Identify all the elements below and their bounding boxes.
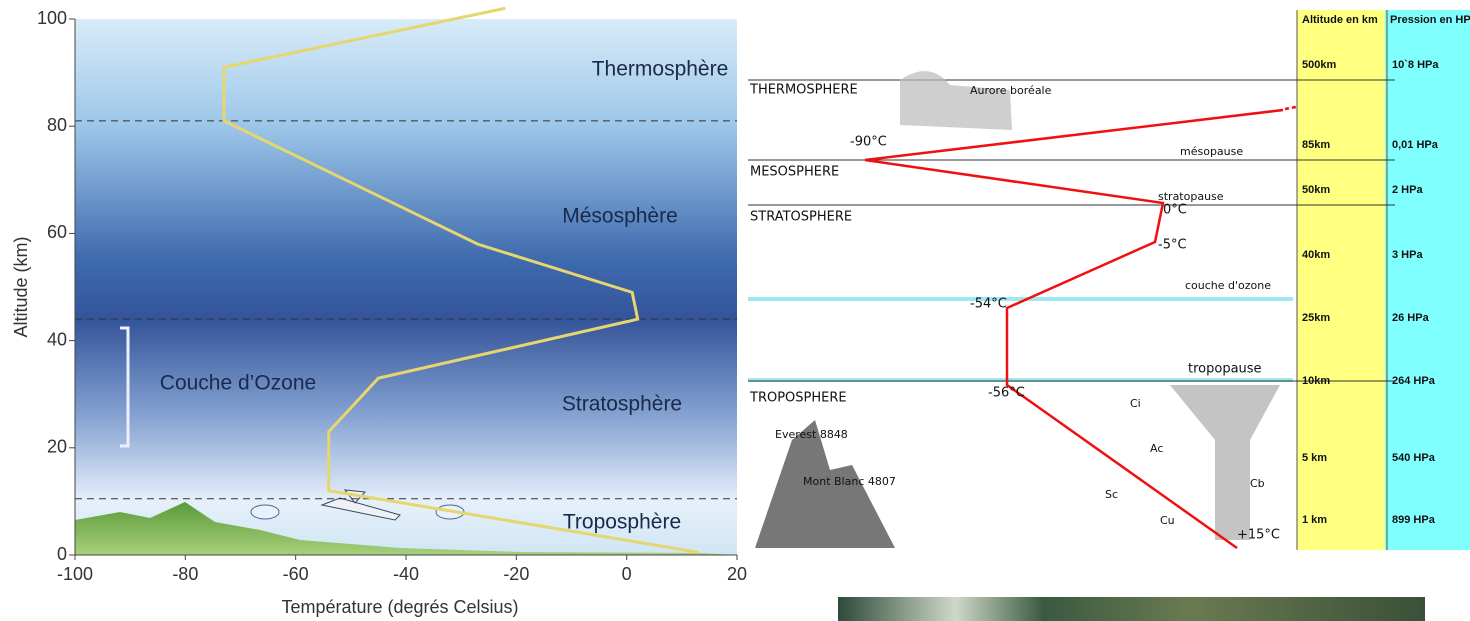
x-axis-label: Température (degrés Celsius) <box>281 597 518 617</box>
atmosphere-diagram: Altitude en km Pression en HPa 500km 10`8… <box>748 10 1470 550</box>
altitude-cell: 5 km <box>1302 452 1327 464</box>
temperature-label: -5°C <box>1158 238 1187 253</box>
y-tick-label: 80 <box>47 115 67 135</box>
label: Cu <box>1160 514 1175 527</box>
pressure-column <box>1385 10 1470 550</box>
x-tick-label: -100 <box>57 564 93 584</box>
x-tick-label: 0 <box>622 564 632 584</box>
altitude-cell: 85km <box>1302 139 1330 151</box>
temperature-profile-tail <box>1285 107 1296 109</box>
label: Mont Blanc 4807 <box>803 475 896 488</box>
altitude-column <box>1297 10 1385 550</box>
layer-annotation: Couche d’Ozone <box>160 372 316 395</box>
temperature-label: -90°C <box>850 135 887 150</box>
pressure-cell: 540 HPa <box>1392 452 1436 464</box>
layer-annotation: Stratosphère <box>562 393 682 416</box>
label: Ci <box>1130 397 1141 410</box>
x-tick-label: -20 <box>503 564 529 584</box>
y-tick-label: 0 <box>57 544 67 564</box>
label: Sc <box>1105 488 1118 501</box>
pressure-cell: 264 HPa <box>1392 375 1436 387</box>
altitude-cell: 10km <box>1302 375 1330 387</box>
layer-label: MESOSPHERE <box>750 165 839 180</box>
layer-label: TROPOSPHERE <box>749 391 847 406</box>
label: Everest 8848 <box>775 428 848 441</box>
x-tick-label: -60 <box>283 564 309 584</box>
altitude-cell: 1 km <box>1302 514 1327 526</box>
pressure-cell: 899 HPa <box>1392 514 1436 526</box>
label: Ac <box>1150 442 1163 455</box>
altitude-cell: 40km <box>1302 249 1330 261</box>
x-tick-label: -40 <box>393 564 419 584</box>
cloud <box>251 505 279 519</box>
label: Aurore boréale <box>970 84 1052 97</box>
pressure-cell: 2 HPa <box>1392 184 1423 196</box>
pressure-cell: 26 HPa <box>1392 312 1430 324</box>
screenshot: Température (degrés Celsius) Altitude (k… <box>0 0 1470 621</box>
temperature-label: -56°C <box>988 386 1025 401</box>
label: Cb <box>1250 477 1265 490</box>
pressure-cell: 10`8 HPa <box>1392 59 1439 71</box>
boundary-label: couche d'ozone <box>1185 279 1271 292</box>
y-tick-label: 100 <box>37 8 67 28</box>
temperature-label: -54°C <box>970 297 1007 312</box>
pressure-cell: 0,01 HPa <box>1392 139 1439 151</box>
layer-label: THERMOSPHERE <box>749 83 858 98</box>
y-tick-label: 60 <box>47 222 67 242</box>
ozone-line <box>748 297 1293 301</box>
layer-label: STRATOSPHERE <box>750 210 852 225</box>
temperature-label: +15°C <box>1237 528 1280 543</box>
page: {"chart_data": {"type": "line", "x_label… <box>0 0 1470 621</box>
boundary-label: stratopause <box>1158 190 1224 203</box>
boundary-label: tropopause <box>1188 362 1262 377</box>
boundary-label: mésopause <box>1180 145 1243 158</box>
layer-annotation: Troposphère <box>563 511 681 534</box>
temperature-chart: Température (degrés Celsius) Altitude (k… <box>11 8 747 617</box>
altitude-cell: 50km <box>1302 184 1330 196</box>
cumulonimbus <box>1170 385 1280 540</box>
altitude-cell: 500km <box>1302 59 1336 71</box>
layer-annotation: Mésosphère <box>562 205 678 228</box>
layer-annotation: Thermosphère <box>592 58 729 81</box>
y-tick-label: 40 <box>47 329 67 349</box>
pressure-cell: 3 HPa <box>1392 249 1423 261</box>
bottom-image <box>838 597 1425 621</box>
temperature-label: 0°C <box>1163 203 1187 218</box>
column-header: Pression en HPa <box>1390 14 1470 26</box>
plot-background <box>75 19 737 555</box>
altitude-cell: 25km <box>1302 312 1330 324</box>
y-axis-label: Altitude (km) <box>11 236 31 337</box>
column-header: Altitude en km <box>1302 14 1378 26</box>
x-tick-label: 20 <box>727 564 747 584</box>
y-tick-label: 20 <box>47 437 67 457</box>
x-tick-label: -80 <box>172 564 198 584</box>
